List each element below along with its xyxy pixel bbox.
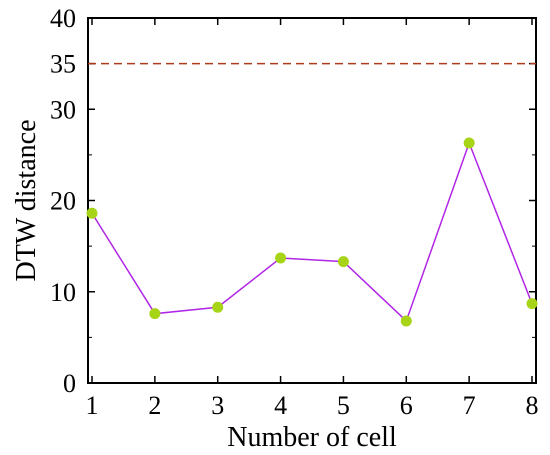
data-point	[275, 252, 287, 264]
plot-frame	[87, 17, 537, 384]
tick-labels: 0 10 20 30 35 40 1 2 3 4 5 6 7 8	[50, 4, 539, 420]
x-tick-label: 7	[463, 391, 476, 420]
x-tick-label: 3	[211, 391, 224, 420]
x-tick-label: 1	[86, 391, 99, 420]
data-point	[337, 256, 349, 268]
y-tick-label: 35	[50, 50, 76, 79]
y-axis-title: DTW distance	[11, 120, 42, 282]
x-tick-label: 5	[337, 391, 350, 420]
y-tick-label: 40	[50, 4, 76, 33]
data-point	[86, 207, 98, 219]
x-tick-label: 2	[148, 391, 161, 420]
axes	[87, 17, 537, 384]
series-points	[86, 137, 538, 327]
data-point	[149, 308, 161, 320]
x-tick-label: 6	[400, 391, 413, 420]
data-point	[463, 137, 475, 149]
data-point	[212, 301, 224, 313]
x-axis-title: Number of cell	[227, 422, 397, 453]
x-tick-label: 8	[526, 391, 539, 420]
data-point	[526, 298, 538, 310]
data-point	[400, 315, 412, 327]
y-tick-label: 0	[63, 369, 76, 398]
y-tick-label: 30	[50, 95, 76, 124]
series-line	[91, 140, 533, 323]
y-tick-label: 20	[50, 187, 76, 216]
series-line-group	[91, 140, 533, 323]
x-tick-label: 4	[274, 391, 287, 420]
y-tick-label: 10	[50, 278, 76, 307]
